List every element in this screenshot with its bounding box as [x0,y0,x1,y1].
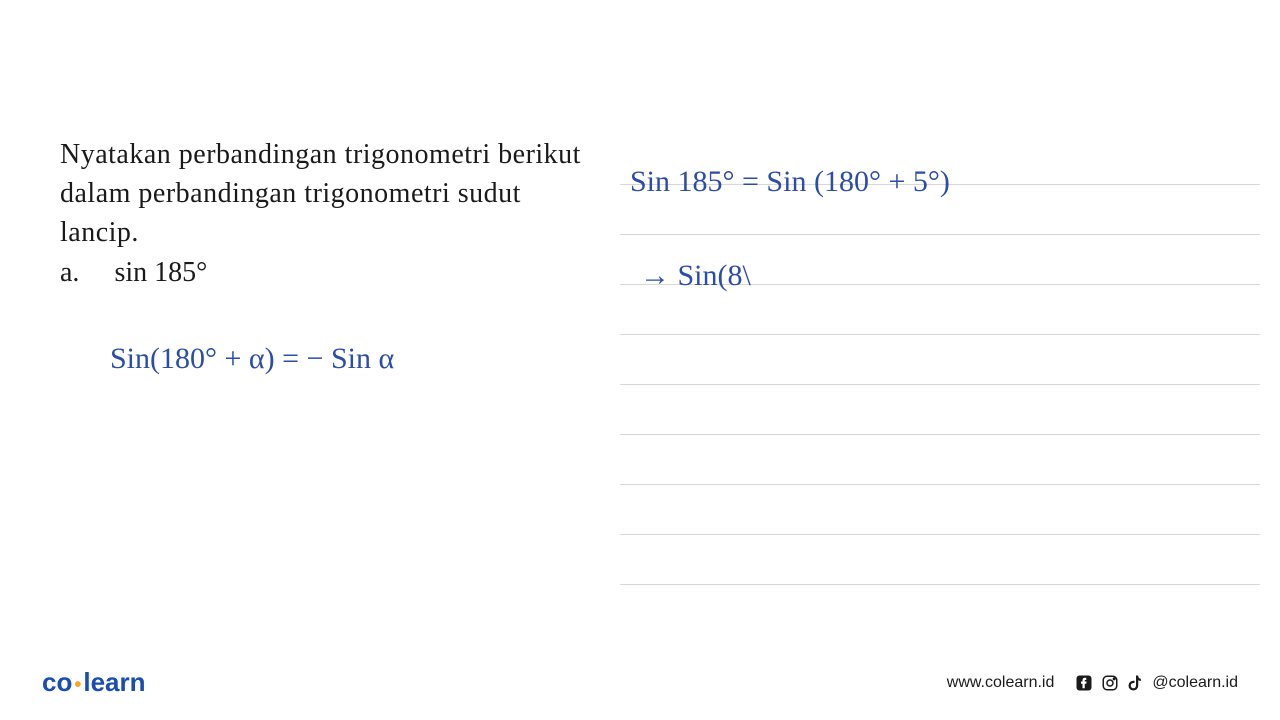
website-url: www.colearn.id [947,674,1055,692]
ruled-line [620,535,1260,585]
problem-column: Nyatakan perbandingan trigonometri berik… [60,135,590,377]
social-handle: @colearn.id [1152,674,1238,692]
tiktok-icon [1126,673,1146,693]
problem-item-value: sin 185° [114,257,207,288]
facebook-icon [1074,673,1094,693]
answer-line-2: → Sin(8\ [640,259,1260,293]
instagram-icon [1100,673,1120,693]
ruled-line [620,385,1260,435]
content-wrapper: Nyatakan perbandingan trigonometri berik… [60,135,1260,377]
answer-column: Sin 185° = Sin (180° + 5°) → Sin(8\ [620,135,1260,377]
logo: co • learn [42,667,146,698]
problem-statement: Nyatakan perbandingan trigonometri berik… [60,135,590,253]
ruled-line [620,335,1260,385]
ruled-line [620,485,1260,535]
ruled-line [620,435,1260,485]
social-icons-group: @colearn.id [1074,673,1238,693]
logo-separator: • [74,674,81,697]
footer-right: www.colearn.id @colearn.id [947,673,1238,693]
problem-item: a. sin 185° [60,257,590,289]
ruled-lines [620,135,1260,585]
handwritten-formula: Sin(180° + α) = − Sin α [110,341,590,377]
footer: co • learn www.colearn.id @colearn.id [0,667,1280,698]
logo-part1: co [42,667,72,698]
logo-part2: learn [83,667,145,698]
problem-item-label: a. [60,257,79,288]
answer-line-1: Sin 185° = Sin (180° + 5°) [630,165,1260,199]
